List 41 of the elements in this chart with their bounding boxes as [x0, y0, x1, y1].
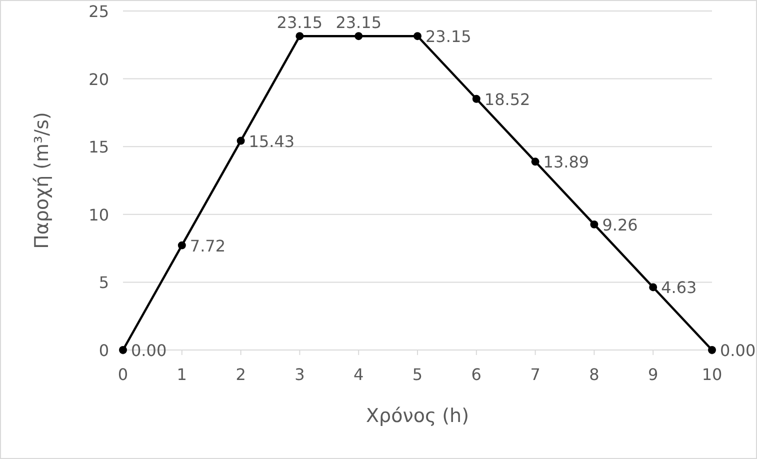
- x-tick-label: 4: [354, 365, 364, 384]
- y-tick-label: 10: [88, 205, 109, 224]
- y-tick-label: 25: [88, 2, 109, 21]
- x-tick-label: 5: [412, 365, 423, 384]
- x-tick-label: 6: [471, 365, 482, 384]
- x-axis-title: Χρόνος (h): [366, 405, 469, 427]
- x-tick-label: 7: [530, 365, 540, 384]
- point: [590, 220, 598, 228]
- point: [708, 346, 716, 354]
- x-tick-label: 1: [176, 365, 187, 384]
- data-label: 23.15: [426, 27, 472, 46]
- y-tick-label: 5: [98, 273, 109, 292]
- point: [236, 136, 245, 145]
- point: [354, 32, 363, 40]
- point: [531, 158, 540, 166]
- data-label: 7.72: [190, 236, 226, 256]
- point: [119, 346, 127, 354]
- data-label: 0.00: [131, 341, 167, 360]
- x-tick-label: 0: [118, 365, 128, 384]
- y-tick-label: 0: [98, 341, 109, 360]
- data-label: 9.26: [602, 215, 638, 234]
- point: [414, 32, 422, 40]
- x-tick-label: 9: [648, 365, 658, 384]
- y-tick-label: 15: [88, 138, 109, 157]
- data-label: 0.00: [720, 341, 756, 360]
- point: [472, 94, 480, 103]
- data-label: 13.89: [543, 152, 590, 172]
- point: [649, 283, 658, 292]
- data-label: 4.63: [661, 278, 697, 298]
- x-tick-label: 10: [702, 365, 722, 384]
- point: [296, 32, 304, 40]
- data-label: 18.52: [484, 90, 530, 109]
- x-tick-label: 3: [294, 365, 305, 384]
- y-tick-label: 20: [88, 70, 109, 89]
- point: [178, 241, 186, 250]
- data-label: 23.15: [336, 13, 382, 32]
- data-label: 23.15: [276, 13, 323, 32]
- x-tick-label: 2: [236, 365, 246, 384]
- y-axis-title: Παροχή (m³/s): [31, 112, 53, 249]
- data-label: 15.43: [248, 132, 295, 151]
- x-tick-label: 8: [589, 365, 600, 384]
